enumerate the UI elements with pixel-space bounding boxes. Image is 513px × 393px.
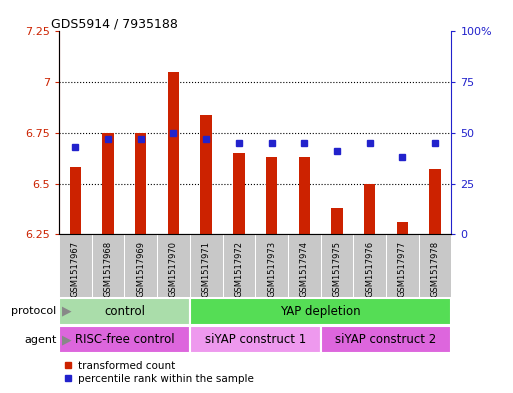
FancyBboxPatch shape [255,234,288,297]
FancyBboxPatch shape [124,234,157,297]
Text: GDS5914 / 7935188: GDS5914 / 7935188 [51,17,178,30]
FancyBboxPatch shape [59,298,190,325]
FancyBboxPatch shape [190,326,321,353]
Text: GSM1517972: GSM1517972 [234,241,243,296]
FancyBboxPatch shape [223,234,255,297]
FancyBboxPatch shape [288,234,321,297]
Text: RISC-free control: RISC-free control [74,333,174,346]
FancyBboxPatch shape [92,234,124,297]
FancyBboxPatch shape [386,234,419,297]
FancyBboxPatch shape [190,234,223,297]
FancyBboxPatch shape [190,298,451,325]
Text: GSM1517976: GSM1517976 [365,241,374,297]
FancyBboxPatch shape [59,326,190,353]
FancyBboxPatch shape [419,234,451,297]
Text: ▶: ▶ [58,305,72,318]
FancyBboxPatch shape [353,234,386,297]
FancyBboxPatch shape [157,234,190,297]
Text: GSM1517968: GSM1517968 [104,241,112,297]
Bar [233,153,245,234]
Bar [266,157,278,234]
Bar [331,208,343,234]
FancyBboxPatch shape [321,234,353,297]
Text: GSM1517971: GSM1517971 [202,241,211,296]
Text: GSM1517973: GSM1517973 [267,241,276,297]
Bar [70,167,81,234]
Text: control: control [104,305,145,318]
Text: GSM1517977: GSM1517977 [398,241,407,297]
Bar [397,222,408,234]
FancyBboxPatch shape [59,234,92,297]
Text: YAP depletion: YAP depletion [280,305,361,318]
Bar [364,184,376,234]
Text: GSM1517978: GSM1517978 [430,241,440,297]
Bar [201,115,212,234]
Text: GSM1517967: GSM1517967 [71,241,80,297]
Text: siYAP construct 2: siYAP construct 2 [336,333,437,346]
Text: GSM1517969: GSM1517969 [136,241,145,296]
Text: agent: agent [24,334,56,345]
Bar [429,169,441,234]
Text: GSM1517975: GSM1517975 [332,241,342,296]
Bar [135,133,147,234]
Bar [168,72,179,234]
Bar [299,157,310,234]
FancyBboxPatch shape [321,326,451,353]
Text: GSM1517974: GSM1517974 [300,241,309,296]
Text: siYAP construct 1: siYAP construct 1 [205,333,306,346]
Text: GSM1517970: GSM1517970 [169,241,178,296]
Text: protocol: protocol [11,306,56,316]
Legend: transformed count, percentile rank within the sample: transformed count, percentile rank withi… [64,361,253,384]
Bar [102,133,114,234]
Text: ▶: ▶ [58,333,72,346]
